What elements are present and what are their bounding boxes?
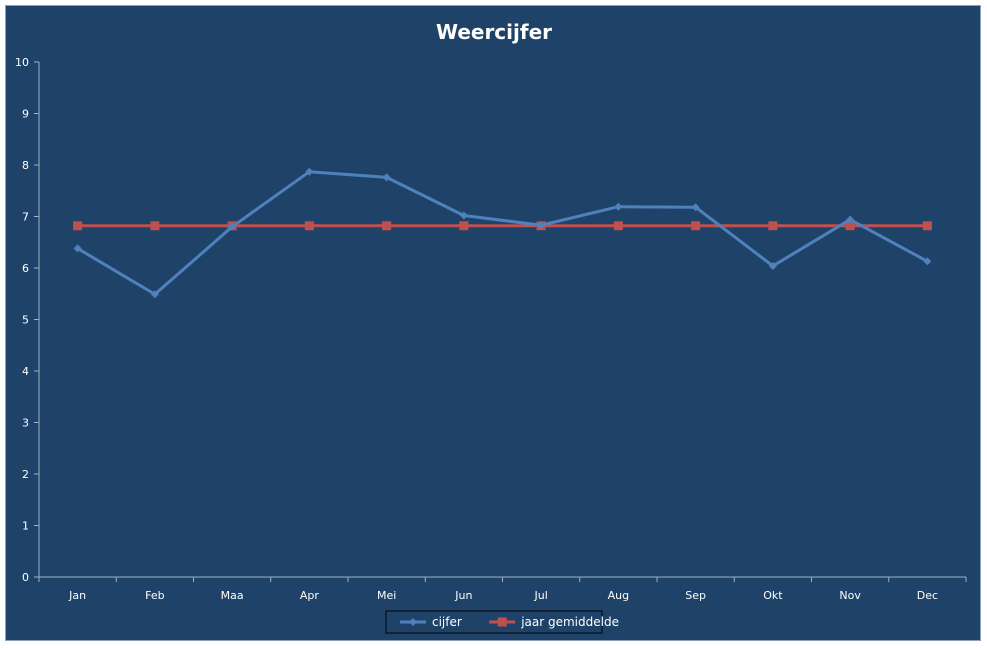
axes: 0 1 2 3 4 5 6 7 8 9 10 Jan Feb Maa Apr Mei Jun Jul Aug Sep O… (15, 56, 967, 602)
data-point-cijfer (691, 203, 700, 212)
series-line-cijfer (76, 170, 929, 296)
data-point-jaar-gemiddelde (382, 221, 392, 231)
y-tick-label: 6 (22, 262, 29, 275)
data-point-cijfer (228, 222, 237, 231)
x-tick-label: Okt (763, 589, 783, 602)
data-point-jaar-gemiddelde (845, 221, 855, 231)
series-layer (73, 167, 932, 299)
x-tick-label: Jun (454, 589, 472, 602)
chart-title: Weercijfer (436, 20, 552, 44)
series-cijfer (73, 167, 932, 299)
line-chart: Weercijfer 0 1 2 3 4 5 6 7 8 9 10 Jan Feb Maa Apr Mei Ju… (15, 20, 967, 634)
legend-label-jaar-gemiddelde: jaar gemiddelde (520, 615, 619, 629)
y-tick-label: 0 (22, 571, 29, 584)
data-point-jaar-gemiddelde (691, 221, 701, 231)
y-tick-label: 7 (22, 211, 29, 224)
data-point-cijfer (150, 290, 159, 299)
x-tick-label: Aug (608, 589, 629, 602)
data-point-cijfer (382, 173, 391, 182)
x-tick-label: Dec (917, 589, 938, 602)
x-tick-label: Maa (221, 589, 244, 602)
x-tick-label: Jan (68, 589, 86, 602)
legend-marker-jaar-gemiddelde (497, 617, 507, 627)
data-point-cijfer (73, 244, 82, 253)
y-tick-label: 9 (22, 108, 29, 121)
legend: cijfer jaar gemiddelde (385, 610, 619, 634)
data-point-jaar-gemiddelde (304, 221, 314, 231)
data-point-jaar-gemiddelde (150, 221, 160, 231)
data-point-jaar-gemiddelde (73, 221, 83, 231)
y-tick-label: 4 (22, 365, 29, 378)
data-point-cijfer (537, 221, 546, 230)
y-tick-label: 3 (22, 417, 29, 430)
data-point-cijfer (846, 215, 855, 224)
chart-area: Weercijfer 0 1 2 3 4 5 6 7 8 9 10 Jan Feb Maa Apr Mei Ju… (5, 5, 981, 641)
x-tick-label: Mei (377, 589, 396, 602)
legend-label-cijfer: cijfer (432, 615, 462, 629)
data-point-jaar-gemiddelde (613, 221, 623, 231)
data-point-jaar-gemiddelde (768, 221, 778, 231)
series-jaar-gemiddelde (73, 221, 932, 231)
data-point-cijfer (923, 257, 932, 266)
data-point-jaar-gemiddelde (922, 221, 932, 231)
data-point-cijfer (768, 261, 777, 270)
x-tick-label: Apr (300, 589, 320, 602)
y-tick-label: 2 (22, 468, 29, 481)
data-point-cijfer (305, 167, 314, 176)
x-tick-label: Feb (145, 589, 164, 602)
x-tick-label: Sep (685, 589, 706, 602)
data-point-jaar-gemiddelde (459, 221, 469, 231)
y-tick-label: 1 (22, 520, 29, 533)
y-tick-label: 8 (22, 159, 29, 172)
x-tick-label: Nov (839, 589, 861, 602)
data-point-cijfer (459, 211, 468, 220)
data-point-cijfer (614, 202, 623, 211)
x-tick-label: Jul (533, 589, 547, 602)
y-tick-label: 5 (22, 314, 29, 327)
legend-marker-cijfer (409, 618, 417, 626)
y-tick-label: 10 (15, 56, 29, 69)
